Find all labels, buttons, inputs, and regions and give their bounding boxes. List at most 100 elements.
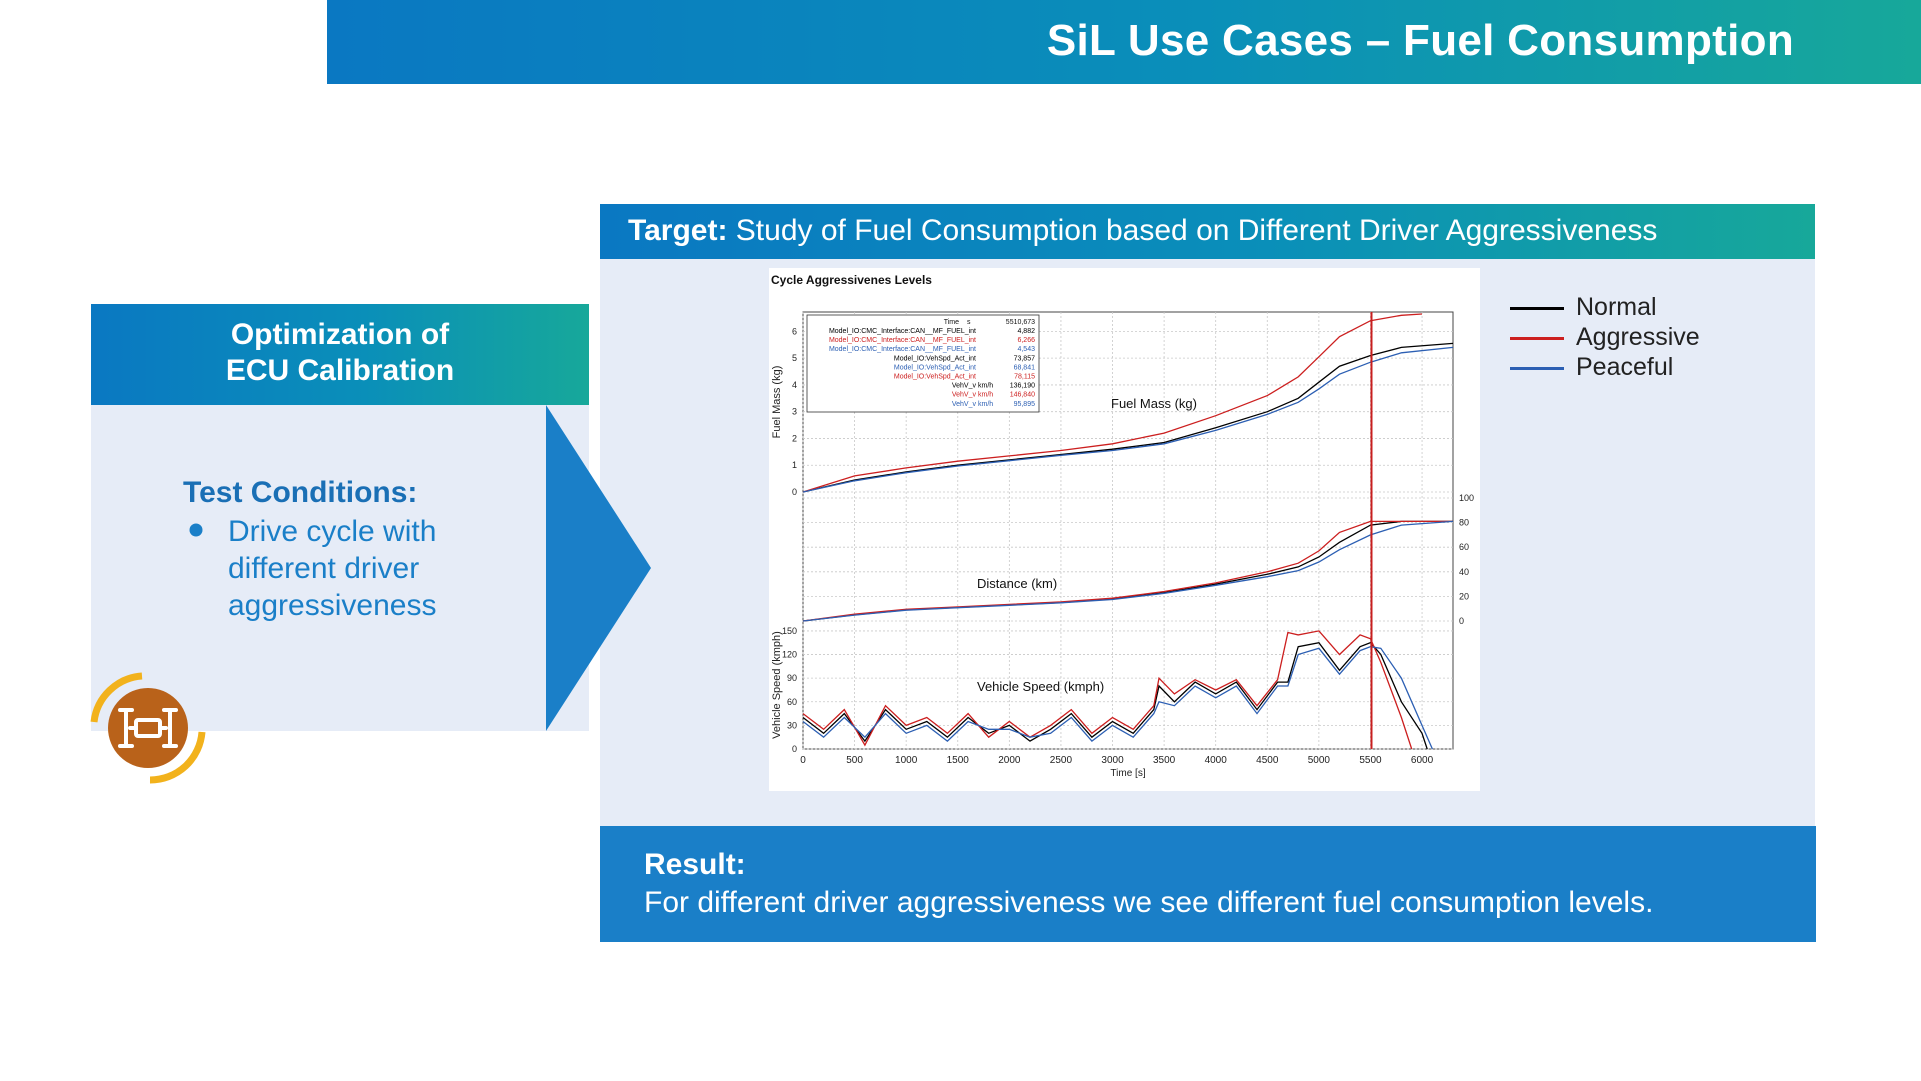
chevron-right-icon — [546, 405, 651, 731]
info-row-name: Model_IO:CMC_Interface:CAN__MF_FUEL_int — [829, 328, 976, 335]
info-row-name: VehV_v — [952, 383, 977, 390]
left-panel-heading: Optimization of ECU Calibration — [91, 304, 589, 405]
y-axis-label: Vehicle Speed (kmph) — [771, 631, 783, 739]
target-text: Study of Fuel Consumption based on Diffe… — [735, 214, 1658, 247]
y-tick-label: 60 — [1459, 542, 1469, 552]
target-heading: Target: Study of Fuel Consumption based … — [628, 214, 1657, 248]
y-tick-label: 5 — [792, 353, 797, 363]
info-time-value: 5510,673 — [1006, 319, 1035, 326]
series-line-aggressive — [802, 520, 1453, 622]
y-tick-label: 80 — [1459, 518, 1469, 528]
target-bar: Target: Study of Fuel Consumption based … — [600, 204, 1815, 259]
engine-icon — [90, 672, 206, 784]
y-tick-label: 120 — [782, 650, 797, 660]
panel-label: Vehicle Speed (kmph) — [977, 679, 1104, 694]
bullet-line-3: aggressiveness — [228, 589, 437, 622]
series-line-peaceful — [802, 520, 1454, 622]
y-tick-label: 30 — [787, 720, 797, 730]
legend-label-normal: Normal — [1576, 293, 1657, 321]
heading-line-2: ECU Calibration — [225, 354, 455, 387]
bullet-line-2: different driver — [228, 552, 420, 585]
bullet-icon — [189, 523, 203, 537]
x-tick-label: 1000 — [895, 755, 918, 766]
series-line-peaceful — [802, 646, 1433, 750]
y-tick-label: 4 — [792, 380, 797, 390]
y-tick-label: 60 — [787, 697, 797, 707]
x-tick-label: 0 — [800, 755, 806, 766]
y-tick-label: 150 — [782, 626, 797, 636]
info-row-value: 4,543 — [1017, 346, 1035, 353]
series-line-aggressive — [802, 630, 1413, 750]
chart-container: Cycle Aggressivenes Levels 0 500 1000 1500 20… — [769, 268, 1507, 791]
legend-label-peaceful: Peaceful — [1576, 353, 1674, 381]
legend-item-aggressive: Aggressive — [1510, 323, 1710, 353]
y-tick-label: 40 — [1459, 567, 1469, 577]
y-tick-label: 0 — [792, 744, 797, 754]
heading-line-1: Optimization of — [230, 318, 450, 351]
info-row-unit: km/h — [978, 392, 993, 399]
info-row-value: 73,857 — [1014, 355, 1036, 362]
page-title: SiL Use Cases – Fuel Consumption — [1046, 16, 1794, 65]
y-tick-label: 20 — [1459, 591, 1469, 601]
result-text: For different driver aggressiveness we s… — [644, 886, 1654, 919]
info-row-name: Model_IO:VehSpd_Act_int — [894, 364, 976, 371]
info-row-value: 146,840 — [1010, 392, 1035, 399]
panel-label: Fuel Mass (kg) — [1111, 396, 1197, 411]
series-line-peaceful — [802, 346, 1454, 493]
info-row-name: Model_IO:VehSpd_Act_int — [894, 374, 976, 381]
y-axis-label: Fuel Mass (kg) — [771, 366, 783, 439]
x-tick-label: 5000 — [1308, 755, 1331, 766]
x-axis-label: Time [s] — [1110, 768, 1145, 779]
legend-swatch-peaceful — [1510, 367, 1564, 370]
info-row-name: VehV_v — [952, 401, 977, 408]
info-row-value: 6,266 — [1017, 337, 1035, 344]
x-tick-label: 3000 — [1101, 755, 1124, 766]
result-box: Result: For different driver aggressiven… — [600, 826, 1816, 942]
y-tick-label: 6 — [792, 326, 797, 336]
y-tick-label: 0 — [1459, 616, 1464, 626]
target-label: Target: — [628, 214, 728, 247]
info-row-name: Model_IO:VehSpd_Act_int — [894, 355, 976, 362]
info-row-name: Model_IO:CMC_Interface:CAN__MF_FUEL_int — [829, 337, 976, 344]
bullet-line-1: Drive cycle with — [228, 515, 437, 548]
info-row-value: 78,115 — [1014, 374, 1035, 381]
y-tick-label: 0 — [792, 487, 797, 497]
result-label: Result: — [644, 848, 746, 881]
info-row-name: Model_IO:CMC_Interface:CAN__MF_FUEL_int — [829, 346, 976, 353]
legend-item-normal: Normal — [1510, 293, 1710, 323]
title-bar: SiL Use Cases – Fuel Consumption — [327, 0, 1921, 84]
info-row-unit: km/h — [978, 383, 993, 390]
info-box — [806, 314, 1040, 413]
y-tick-label: 1 — [792, 460, 797, 470]
series-line-aggressive — [802, 313, 1423, 493]
x-tick-label: 500 — [846, 755, 863, 766]
info-row-value: 4,882 — [1017, 328, 1035, 335]
y-tick-label: 2 — [792, 433, 797, 443]
chart-title: Cycle Aggressivenes Levels — [771, 273, 932, 287]
y-tick-label: 90 — [787, 673, 797, 683]
x-tick-label: 5500 — [1359, 755, 1382, 766]
legend-item-peaceful: Peaceful — [1510, 353, 1710, 383]
legend-label-aggressive: Aggressive — [1576, 323, 1700, 351]
x-tick-label: 3500 — [1153, 755, 1176, 766]
info-time-label: Time — [944, 319, 959, 326]
series-line-normal — [802, 641, 1428, 750]
y-tick-label: 3 — [792, 407, 797, 417]
x-tick-label: 4000 — [1205, 755, 1228, 766]
info-row-value: 68,841 — [1014, 364, 1036, 371]
test-conditions-title: Test Conditions: — [183, 476, 418, 509]
x-tick-label: 6000 — [1411, 755, 1434, 766]
legend-swatch-aggressive — [1510, 337, 1564, 340]
x-tick-label: 4500 — [1256, 755, 1279, 766]
info-row-unit: km/h — [978, 401, 993, 408]
info-row-name: VehV_v — [952, 392, 977, 399]
info-time-unit: s — [967, 319, 971, 326]
legend-swatch-normal — [1510, 307, 1564, 310]
left-panel-body — [91, 405, 589, 731]
x-tick-label: 2000 — [998, 755, 1021, 766]
info-row-value: 136,190 — [1010, 383, 1035, 390]
x-tick-label: 2500 — [1050, 755, 1073, 766]
series-line-normal — [802, 342, 1454, 493]
y-tick-label: 100 — [1459, 493, 1474, 503]
